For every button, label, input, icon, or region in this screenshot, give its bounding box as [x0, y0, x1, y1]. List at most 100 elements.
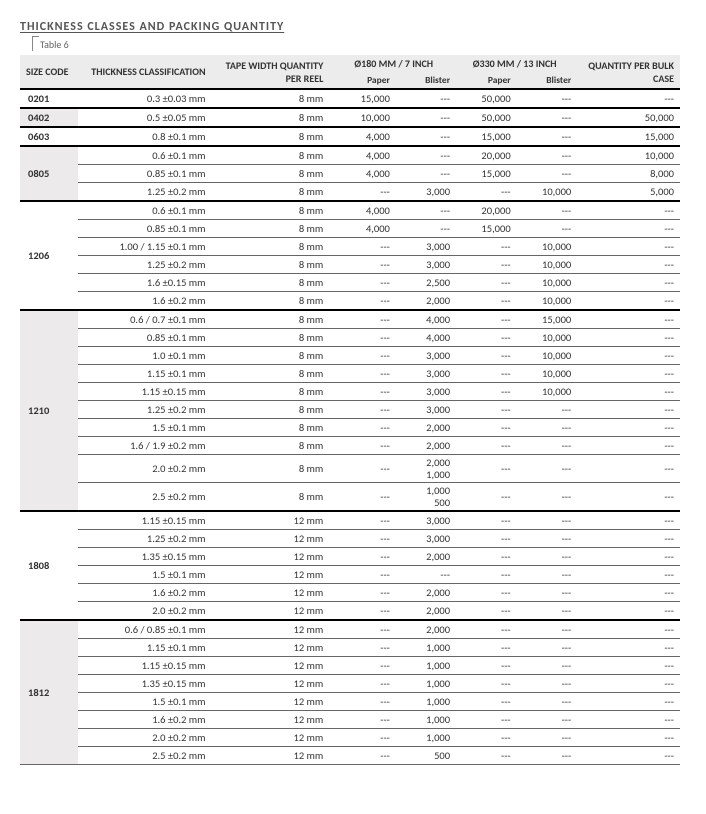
tape-cell: 8 mm	[216, 292, 334, 311]
blister330-cell: ---	[515, 711, 576, 729]
table-row: 18081.15 ±0.15 mm12 mm---3,000---------	[20, 511, 680, 530]
table-row: 2.5 ±0.2 mm8 mm---1,000500---------	[20, 483, 680, 512]
thickness-cell: 1.15 ±0.15 mm	[78, 657, 216, 675]
tape-cell: 8 mm	[216, 274, 334, 292]
tape-cell: 8 mm	[216, 146, 334, 165]
table-row: 18120.6 / 0.85 ±0.1 mm12 mm---2,000-----…	[20, 620, 680, 639]
paper330-cell: 15,000	[454, 127, 515, 146]
paper330-cell: 15,000	[454, 165, 515, 183]
hdr-tape: TAPE WIDTH QUANTITY PER REEL	[216, 55, 334, 89]
table-row: 12100.6 / 0.7 ±0.1 mm8 mm---4,000---15,0…	[20, 310, 680, 329]
paper330-cell: ---	[454, 711, 515, 729]
paper330-cell: ---	[454, 383, 515, 401]
tape-cell: 12 mm	[216, 530, 334, 548]
size-code-cell: 0201	[20, 89, 78, 108]
blister330-cell: ---	[515, 127, 576, 146]
table-row: 1.15 ±0.1 mm8 mm---3,000---10,000---	[20, 365, 680, 383]
thickness-cell: 1.5 ±0.1 mm	[78, 693, 216, 711]
paper180-cell: ---	[333, 274, 394, 292]
paper330-cell: ---	[454, 566, 515, 584]
paper180-cell: ---	[333, 383, 394, 401]
blister330-cell: 15,000	[515, 310, 576, 329]
paper180-cell: ---	[333, 602, 394, 621]
paper330-cell: ---	[454, 602, 515, 621]
table-row: 1.15 ±0.1 mm12 mm---1,000---------	[20, 639, 680, 657]
table-row: 2.0 ±0.2 mm8 mm---2,0001,000---------	[20, 455, 680, 483]
table-row: 1.35 ±0.15 mm12 mm---1,000---------	[20, 675, 680, 693]
blister330-cell: 10,000	[515, 329, 576, 347]
size-code-cell: 0603	[20, 127, 78, 146]
blister330-cell: ---	[515, 201, 576, 220]
bulk-cell: ---	[575, 292, 680, 311]
thickness-cell: 1.6 ±0.2 mm	[78, 711, 216, 729]
thickness-cell: 1.25 ±0.2 mm	[78, 183, 216, 202]
blister330-cell: ---	[515, 566, 576, 584]
thickness-cell: 0.6 / 0.7 ±0.1 mm	[78, 310, 216, 329]
tape-cell: 12 mm	[216, 602, 334, 621]
hdr-bulk: QUANTITY PER BULK CASE	[575, 55, 680, 89]
paper330-cell: ---	[454, 401, 515, 419]
blister330-cell: 10,000	[515, 238, 576, 256]
bulk-cell: ---	[575, 220, 680, 238]
tape-cell: 8 mm	[216, 256, 334, 274]
blister180-cell: 1,000	[394, 693, 454, 711]
tape-cell: 8 mm	[216, 183, 334, 202]
paper330-cell: ---	[454, 329, 515, 347]
bulk-cell: ---	[575, 711, 680, 729]
thickness-cell: 2.0 ±0.2 mm	[78, 729, 216, 747]
paper180-cell: ---	[333, 657, 394, 675]
paper180-cell: 15,000	[333, 89, 394, 108]
blister180-cell: 3,000	[394, 530, 454, 548]
thickness-cell: 1.25 ±0.2 mm	[78, 401, 216, 419]
bulk-cell: ---	[575, 729, 680, 747]
hdr-180-paper: Paper	[333, 72, 394, 89]
blister180-cell: 3,000	[394, 401, 454, 419]
tape-cell: 8 mm	[216, 310, 334, 329]
paper180-cell: ---	[333, 329, 394, 347]
hdr-180: Ø180 MM / 7 INCH	[333, 55, 454, 72]
paper180-cell: 4,000	[333, 127, 394, 146]
blister330-cell: ---	[515, 675, 576, 693]
paper330-cell: ---	[454, 310, 515, 329]
paper180-cell: 10,000	[333, 108, 394, 127]
tape-cell: 12 mm	[216, 657, 334, 675]
bulk-cell: ---	[575, 274, 680, 292]
paper180-cell: 4,000	[333, 165, 394, 183]
tape-cell: 8 mm	[216, 238, 334, 256]
blister330-cell: ---	[515, 548, 576, 566]
blister180-cell: 2,000	[394, 419, 454, 437]
blister180-cell: ---	[394, 146, 454, 165]
paper330-cell: 50,000	[454, 89, 515, 108]
size-code-cell: 1808	[20, 511, 78, 620]
paper330-cell: ---	[454, 729, 515, 747]
bulk-cell: ---	[575, 419, 680, 437]
thickness-cell: 0.8 ±0.1 mm	[78, 127, 216, 146]
thickness-cell: 0.5 ±0.05 mm	[78, 108, 216, 127]
tape-cell: 8 mm	[216, 419, 334, 437]
paper180-cell: ---	[333, 437, 394, 455]
blister180-cell: 1,000500	[394, 483, 454, 512]
blister180-cell: ---	[394, 201, 454, 220]
size-code-cell: 1210	[20, 310, 78, 511]
blister180-cell: 3,000	[394, 365, 454, 383]
hdr-330-paper: Paper	[454, 72, 515, 89]
blister330-cell: ---	[515, 747, 576, 765]
table-row: 1.5 ±0.1 mm8 mm---2,000---------	[20, 419, 680, 437]
blister180-cell: 1,000	[394, 711, 454, 729]
paper330-cell: ---	[454, 511, 515, 530]
bulk-cell: ---	[575, 566, 680, 584]
table-row: 1.35 ±0.15 mm12 mm---2,000---------	[20, 548, 680, 566]
bulk-cell: ---	[575, 347, 680, 365]
bulk-cell: 5,000	[575, 183, 680, 202]
paper330-cell: ---	[454, 347, 515, 365]
paper180-cell: 4,000	[333, 220, 394, 238]
paper330-cell: ---	[454, 548, 515, 566]
blister330-cell: ---	[515, 401, 576, 419]
paper180-cell: ---	[333, 183, 394, 202]
thickness-cell: 2.5 ±0.2 mm	[78, 483, 216, 512]
tape-cell: 8 mm	[216, 365, 334, 383]
paper180-cell: ---	[333, 675, 394, 693]
thickness-cell: 0.6 ±0.1 mm	[78, 201, 216, 220]
tape-cell: 12 mm	[216, 693, 334, 711]
blister180-cell: ---	[394, 89, 454, 108]
